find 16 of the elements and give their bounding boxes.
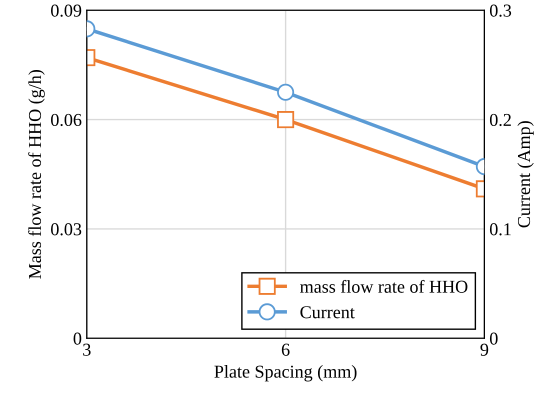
y2-tick-label: 0	[490, 332, 498, 345]
y2-tick-label: 0.2	[490, 114, 511, 126]
y-tick-label: 0.09	[51, 4, 82, 17]
y-tick-label: 0.03	[51, 223, 82, 236]
legend-label: Current	[300, 306, 355, 318]
y2-tick-label: 0.3	[490, 4, 512, 17]
y-tick-label: 0	[74, 332, 82, 345]
x-tick-label: 6	[282, 344, 290, 356]
x-axis-title: Plate Spacing (mm)	[214, 365, 357, 382]
x-tick-label: 3	[83, 344, 91, 356]
y2-axis-title: Current (Amp)	[517, 121, 534, 228]
y-tick-label: 0.06	[51, 114, 82, 126]
y-axis-title: Mass flow rate of HHO (g/h)	[28, 70, 45, 279]
x-tick-label: 9	[480, 344, 488, 356]
legend-label: mass flow rate of HHO	[300, 280, 468, 293]
y2-tick-label: 0.1	[490, 223, 511, 236]
